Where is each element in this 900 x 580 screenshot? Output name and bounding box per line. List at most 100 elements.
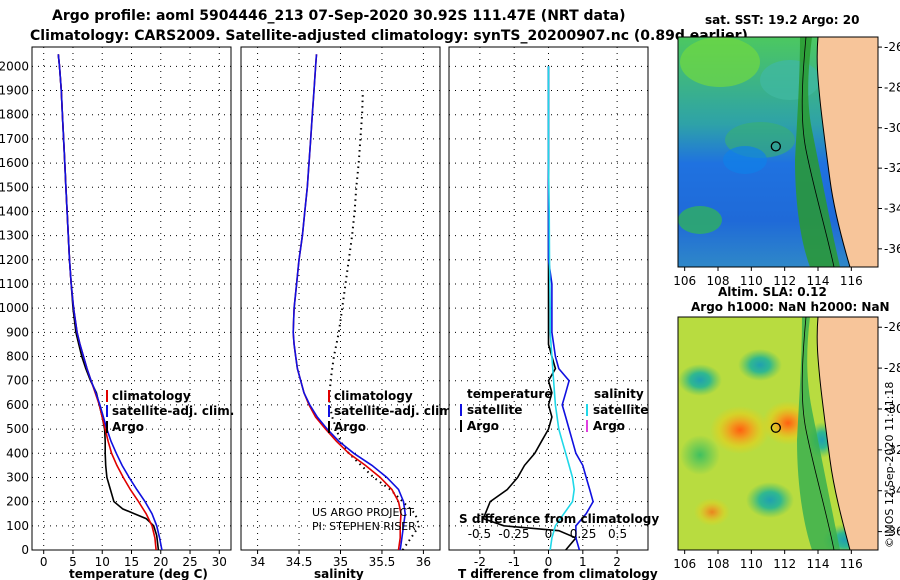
d-legend-label-t-satellite: satellite xyxy=(467,403,522,417)
sla-land xyxy=(817,317,878,550)
depth-tick-label: 1700 xyxy=(0,132,29,146)
s-legend-label-argo: Argo xyxy=(334,420,366,434)
t-difference-xlabel: T difference from climatology xyxy=(458,567,658,580)
d-legend-label-s-satellite: satellite xyxy=(593,403,648,417)
temperature-legend: climatology satellite-adj. clim. Argo xyxy=(106,389,234,434)
salinity-plot-frame xyxy=(240,46,441,551)
temperature-plot-frame xyxy=(31,46,232,551)
legend-label-satellite: satellite-adj. clim. xyxy=(112,404,234,418)
map-y-tick-label: -26 xyxy=(884,40,900,54)
salinity-xlabel: salinity xyxy=(314,567,364,580)
x-tick-label: 0 xyxy=(40,555,48,569)
depth-tick-label: 600 xyxy=(6,398,29,412)
sla-shelf-contour xyxy=(801,317,835,550)
sst-map-ticks: 106 108 110 112 114 116 -26 -28 -30 -32 -34 -36 xyxy=(673,40,900,288)
map-y-tick-label: -28 xyxy=(884,361,900,375)
map-x-tick-label: 114 xyxy=(807,274,830,288)
sst-map-frame xyxy=(677,36,879,268)
sst-coastline xyxy=(816,37,851,267)
s-legend-label-climatology: climatology xyxy=(334,389,413,403)
legend-label-climatology: climatology xyxy=(112,389,191,403)
depth-tick-label: 400 xyxy=(6,446,29,460)
depth-tick-label: 800 xyxy=(6,350,29,364)
depth-tick-label: 700 xyxy=(6,374,29,388)
depth-tick-label: 2000 xyxy=(0,59,29,73)
series-line-salinity-satellite xyxy=(547,66,576,550)
map-y-tick-label: -26 xyxy=(884,320,900,334)
sla-map-image xyxy=(678,317,878,550)
map-y-tick-label: -36 xyxy=(884,242,900,256)
x-tick-label: -2 xyxy=(474,555,486,569)
x-tick-label: 5 xyxy=(69,555,77,569)
sst-land xyxy=(817,37,878,267)
title-line1: Argo profile: aoml 5904446_213 07-Sep-20… xyxy=(52,8,626,24)
sst-shelf-contour xyxy=(801,37,835,267)
salinity-panel: 34 34.5 35 35.5 36 salinity climatology sate… xyxy=(240,46,456,580)
s-diff-tick-label: -0.25 xyxy=(498,527,529,541)
map-x-tick-label: 106 xyxy=(673,274,696,288)
sst-cool-patch xyxy=(723,146,767,174)
salinity-series xyxy=(292,54,421,550)
series-line-satellite-adj-clim- xyxy=(292,54,407,550)
depth-tick-label: 1500 xyxy=(0,180,29,194)
temperature-panel: 0 5 10 15 20 25 30 temperature (deg C) climato… xyxy=(31,46,234,580)
sst-warm-patch-north xyxy=(680,37,760,87)
map-y-tick-label: -32 xyxy=(884,443,900,457)
x-tick-label: 30 xyxy=(212,555,227,569)
sla-coastline xyxy=(816,317,851,550)
map-x-tick-label: 112 xyxy=(773,557,796,571)
sla-map-title-2: Argo h1000: NaN h2000: NaN xyxy=(691,300,890,314)
x-tick-label: 34.5 xyxy=(286,555,313,569)
map-x-tick-label: 112 xyxy=(773,274,796,288)
x-tick-label: 2 xyxy=(613,555,621,569)
depth-tick-label: 100 xyxy=(6,519,29,533)
s-difference-label: S difference from climatology xyxy=(459,512,659,526)
sst-map-panel: sat. SST: 19.2 Argo: 20 106 108 110 112 114 1… xyxy=(673,13,900,288)
difference-secondary-ticks: -0.5 -0.25 0 0.25 0.5 xyxy=(468,527,627,541)
s-diff-tick-label: 0.5 xyxy=(608,527,627,541)
depth-tick-label: 1900 xyxy=(0,84,29,98)
sla-shelf-band xyxy=(797,317,840,550)
map-x-tick-label: 106 xyxy=(673,557,696,571)
x-tick-label: 10 xyxy=(95,555,110,569)
sst-patch-mid xyxy=(760,60,820,100)
difference-legend: temperature satellite Argo salinity sate… xyxy=(460,387,648,433)
sla-cool-eddy-2 xyxy=(738,349,782,381)
map-y-tick-label: -32 xyxy=(884,161,900,175)
x-tick-label: 0 xyxy=(545,555,553,569)
map-x-tick-label: 116 xyxy=(840,557,863,571)
depth-tick-label: 1100 xyxy=(0,277,29,291)
sla-warm-eddy-3 xyxy=(694,498,730,526)
sst-map-image xyxy=(678,37,878,267)
map-y-tick-label: -28 xyxy=(884,80,900,94)
x-tick-label: 20 xyxy=(153,555,168,569)
difference-series xyxy=(482,66,594,550)
sla-argo-location-marker xyxy=(770,422,781,433)
map-x-tick-label: 110 xyxy=(740,274,763,288)
salinity-legend: climatology satellite-adj. clim. Argo xyxy=(328,389,456,434)
series-line-satellite-adj-clim- xyxy=(57,54,163,550)
depth-tick-label: 1000 xyxy=(0,301,29,315)
sla-map-panel: Altim. SLA: 0.12 Argo h1000: NaN h2000: … xyxy=(673,285,900,571)
depth-tick-label: 1200 xyxy=(0,253,29,267)
s-diff-tick-label: 0 xyxy=(545,527,553,541)
map-y-tick-label: -36 xyxy=(884,525,900,539)
temperature-x-ticks: 0 5 10 15 20 25 30 xyxy=(40,550,227,569)
depth-tick-label: 500 xyxy=(6,422,29,436)
d-legend-label-t-argo: Argo xyxy=(467,419,499,433)
difference-panel: -2 -1 0 1 2 -0.5 -0.25 0 0.25 0.5 S difference f… xyxy=(448,46,659,580)
x-tick-label: -1 xyxy=(508,555,520,569)
d-legend-label-s-argo: Argo xyxy=(593,419,625,433)
sst-argo-location-marker xyxy=(770,141,781,152)
credit-pi: PI: STEPHEN RISER xyxy=(312,520,416,533)
map-y-tick-label: -30 xyxy=(884,121,900,135)
depth-tick-label: 0 xyxy=(21,543,29,557)
depth-axis: 0 100 200 300 400 500 600 700 800 900 1000 1100 1200… xyxy=(0,59,29,557)
map-x-tick-label: 116 xyxy=(840,274,863,288)
depth-tick-label: 300 xyxy=(6,470,29,484)
map-y-tick-label: -34 xyxy=(884,201,900,215)
x-tick-label: 25 xyxy=(182,555,197,569)
x-tick-label: 34 xyxy=(250,555,265,569)
depth-tick-label: 1800 xyxy=(0,108,29,122)
